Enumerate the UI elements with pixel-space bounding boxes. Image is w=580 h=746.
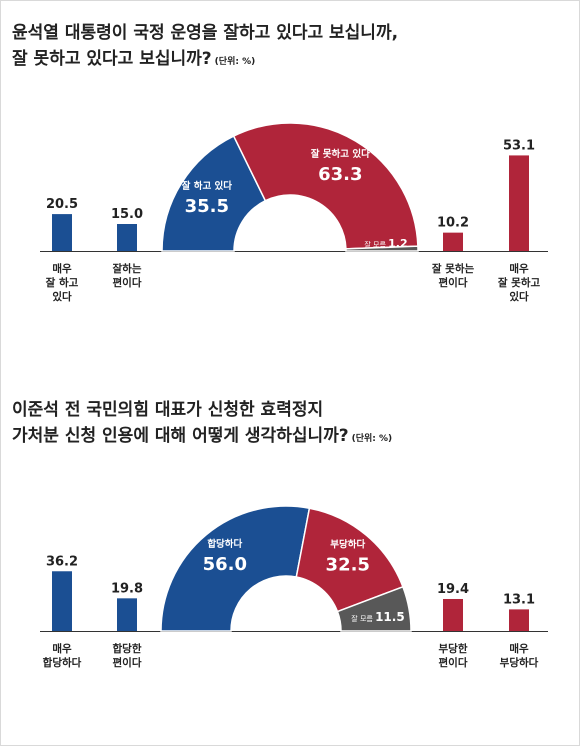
- chart2-bar-2-value: 19.8: [111, 581, 143, 596]
- chart1-donut-slice-3-text: 잘 모름 1.2: [364, 237, 407, 250]
- chart1-donut-slice-1: [161, 135, 267, 252]
- chart2-bar-4: [509, 609, 529, 631]
- chart2-bar-3-label-line-1: 부당한: [439, 642, 468, 655]
- chart2-bar-3: [443, 598, 463, 631]
- chart1-bar-4: [509, 155, 529, 251]
- chart2-bar-2-label-line-2: 편이다: [113, 656, 142, 669]
- chart1-donut-slice-3-value: 1.2: [388, 237, 408, 250]
- chart1-title-line2: 잘 못하고 있다고 보십니까? (단위: %): [12, 46, 398, 75]
- chart2-unit: (단위: %): [351, 434, 393, 444]
- chart1-donut-slice-2-value: 63.3: [318, 164, 362, 185]
- chart1-donut-slice-2-label: 잘 못하고 있다: [311, 148, 370, 160]
- chart1-bar-2: [117, 224, 137, 251]
- chart2-bar-1-label-line-1: 매우: [52, 642, 72, 655]
- chart2-bar-3-label-line-2: 편이다: [439, 656, 468, 669]
- chart1-bar-1-label-line-1: 매우: [52, 262, 72, 275]
- chart1-unit: (단위: %): [214, 57, 256, 67]
- chart2-bar-3-value: 19.4: [437, 582, 469, 597]
- chart2-bar-1-value: 36.2: [46, 554, 78, 569]
- chart2-bar-4-label-line-1: 매우: [509, 642, 529, 655]
- chart1-bar-1: [52, 214, 72, 251]
- chart1-bar-4-label-line-1: 매우: [509, 262, 529, 275]
- chart1-title: 윤석열 대통령이 국정 운영을 잘하고 있다고 보십니까, 잘 못하고 있다고 …: [12, 20, 398, 75]
- chart1-bar-3-label-line-1: 잘 못하는: [432, 262, 475, 275]
- chart1-bar-3-label-line-2: 편이다: [439, 276, 468, 289]
- chart1-bar-3-value: 10.2: [437, 216, 469, 231]
- chart1-bar-4-label-line-2: 잘 못하고: [498, 276, 541, 289]
- chart2-donut-slice-1-value: 56.0: [203, 554, 247, 575]
- chart2-title: 이준석 전 국민의힘 대표가 신청한 효력정지 가처분 신청 인용에 대해 어떻…: [12, 397, 392, 452]
- chart1-donut-slice-3: [345, 245, 419, 252]
- chart2-bar-1: [52, 571, 72, 631]
- chart1-donut-slice-1-value: 35.5: [185, 196, 229, 217]
- chart1-bar-1-value: 20.5: [46, 197, 78, 212]
- chart1-bar-3: [443, 232, 463, 251]
- chart2-title-line2-text: 가처분 신청 인용에 대해 어떻게 생각하십니까?: [12, 426, 349, 446]
- chart2-title-line1: 이준석 전 국민의힘 대표가 신청한 효력정지: [12, 400, 324, 420]
- chart2-bar-1-label-line-2: 합당하다: [43, 656, 82, 669]
- chart1-bar-1-label-line-2: 잘 하고: [46, 276, 79, 289]
- chart1-donut-slice-2: [232, 122, 419, 250]
- chart2-donut-slice-3-text: 잘 모름 11.5: [351, 610, 404, 624]
- chart1-donut-slice-3-label: 잘 모름: [364, 241, 388, 249]
- chart1-bar-4-label-line-3: 있다: [509, 290, 529, 303]
- chart2-donut-slice-2-value: 32.5: [326, 555, 370, 576]
- chart2-bar-2: [117, 598, 137, 631]
- chart2-title-line2: 가처분 신청 인용에 대해 어떻게 생각하십니까? (단위: %): [12, 423, 392, 452]
- chart2-bar-4-label-line-2: 부당하다: [500, 656, 539, 669]
- chart2-donut-slice-2-label: 부당하다: [330, 539, 365, 551]
- chart1-bar-1-label-line-3: 있다: [52, 290, 72, 303]
- chart1-title-line2-text: 잘 못하고 있다고 보십니까?: [12, 49, 212, 69]
- chart1-bar-4-value: 53.1: [503, 138, 535, 153]
- chart2-donut-slice-1-label: 합당하다: [207, 538, 242, 550]
- chart2-donut-slice-1: [160, 505, 311, 632]
- chart1-bar-2-value: 15.0: [111, 207, 143, 222]
- chart2-bar-2-label-line-1: 합당한: [113, 642, 142, 655]
- chart1-donut-slice-1-label: 잘 하고 있다: [182, 180, 233, 192]
- chart1-title-line1: 윤석열 대통령이 국정 운영을 잘하고 있다고 보십니까,: [12, 23, 399, 43]
- chart2-donut-slice-3: [336, 585, 412, 632]
- chart2-bar-4-value: 13.1: [503, 592, 535, 607]
- chart2-donut-slice-3-label: 잘 모름: [351, 615, 375, 623]
- chart2-donut-slice-3-value: 11.5: [375, 610, 405, 624]
- chart1-bar-2-label-line-2: 편이다: [113, 276, 142, 289]
- chart1-bar-2-label-line-1: 잘하는: [113, 262, 142, 275]
